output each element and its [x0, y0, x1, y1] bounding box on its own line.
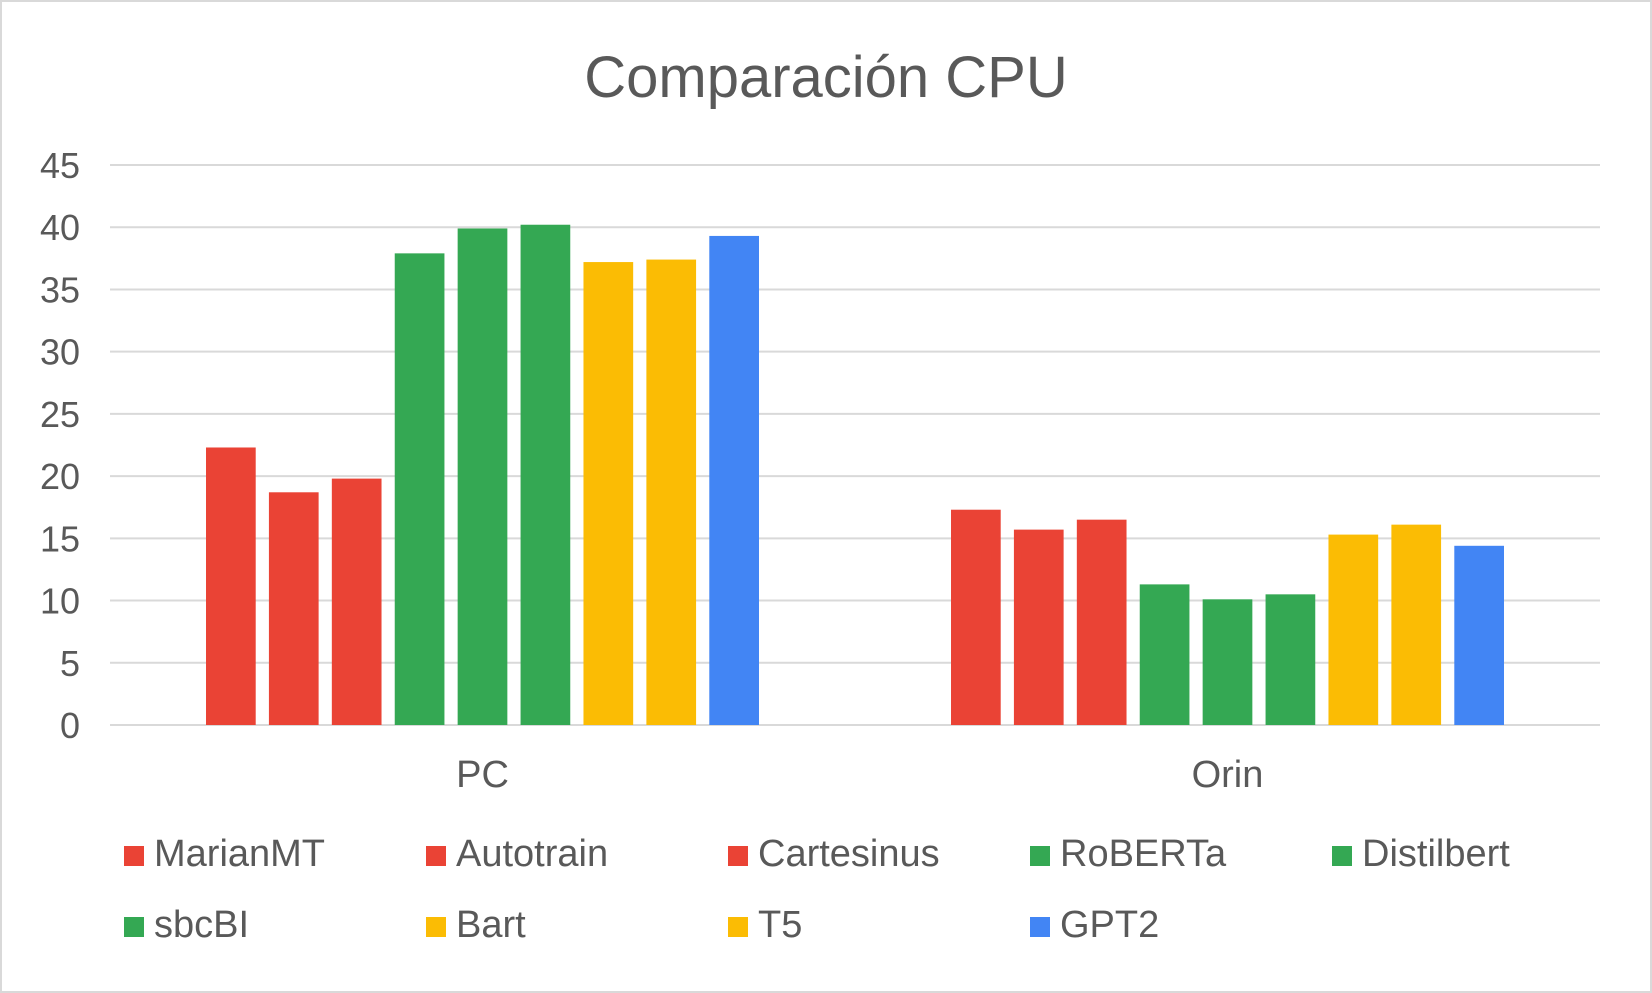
bar-distilbert-orin [1202, 599, 1253, 725]
bar-autotrain-orin [1013, 529, 1064, 725]
legend-label-autotrain: Autotrain [456, 833, 608, 875]
legend-swatch-cartesinus [728, 846, 748, 866]
bar-cartesinus-pc [331, 478, 382, 725]
bar-sbcbi-orin [1265, 594, 1316, 725]
category-label-pc: PC [456, 754, 509, 796]
chart-title: Comparación CPU [584, 45, 1068, 110]
bar-bart-pc [583, 262, 634, 725]
category-labels: PC Orin [456, 754, 1263, 796]
legend-swatch-distilbert [1332, 846, 1352, 866]
legend-label-cartesinus: Cartesinus [758, 833, 940, 875]
legend-label-t5: T5 [758, 904, 802, 946]
legend-label-gpt2: GPT2 [1060, 904, 1159, 946]
legend-swatch-roberta [1030, 846, 1050, 866]
legend-swatch-autotrain [426, 846, 446, 866]
bar-marianmt-pc [206, 447, 256, 725]
bar-t5-pc [646, 259, 697, 725]
y-tick-label: 10 [40, 581, 80, 622]
legend: MarianMT Autotrain Cartesinus RoBERTa Distil… [124, 833, 1510, 946]
category-label-orin: Orin [1192, 754, 1264, 796]
y-tick-label: 20 [40, 456, 80, 497]
bar-gpt2-orin [1454, 545, 1504, 725]
bar-gpt2-pc [709, 235, 759, 725]
legend-label-marianmt: MarianMT [154, 833, 325, 875]
y-tick-label: 40 [40, 207, 80, 248]
legend-label-sbcbi: sbcBI [154, 904, 249, 946]
bar-autotrain-pc [268, 492, 319, 725]
y-axis-ticks: 0 5 10 15 20 25 30 35 40 45 [40, 145, 80, 746]
bar-distilbert-pc [457, 228, 508, 725]
bar-marianmt-orin [951, 509, 1001, 725]
bar-roberta-orin [1139, 584, 1190, 725]
y-tick-label: 30 [40, 332, 80, 373]
y-tick-label: 35 [40, 269, 80, 310]
bars [206, 224, 1504, 725]
bar-bart-orin [1328, 534, 1379, 725]
bar-t5-orin [1391, 524, 1442, 725]
y-tick-label: 15 [40, 518, 80, 559]
legend-label-roberta: RoBERTa [1060, 833, 1227, 875]
y-tick-label: 0 [60, 705, 80, 746]
y-tick-label: 25 [40, 394, 80, 435]
bar-cartesinus-orin [1076, 519, 1127, 725]
legend-swatch-gpt2 [1030, 917, 1050, 937]
y-tick-label: 5 [60, 643, 80, 684]
bar-sbcbi-pc [520, 224, 571, 725]
legend-label-bart: Bart [456, 904, 526, 946]
legend-swatch-bart [426, 917, 446, 937]
legend-swatch-marianmt [124, 846, 144, 866]
legend-swatch-t5 [728, 917, 748, 937]
y-tick-label: 45 [40, 145, 80, 186]
legend-swatch-sbcbi [124, 917, 144, 937]
bar-roberta-pc [394, 253, 445, 725]
legend-label-distilbert: Distilbert [1362, 833, 1510, 875]
